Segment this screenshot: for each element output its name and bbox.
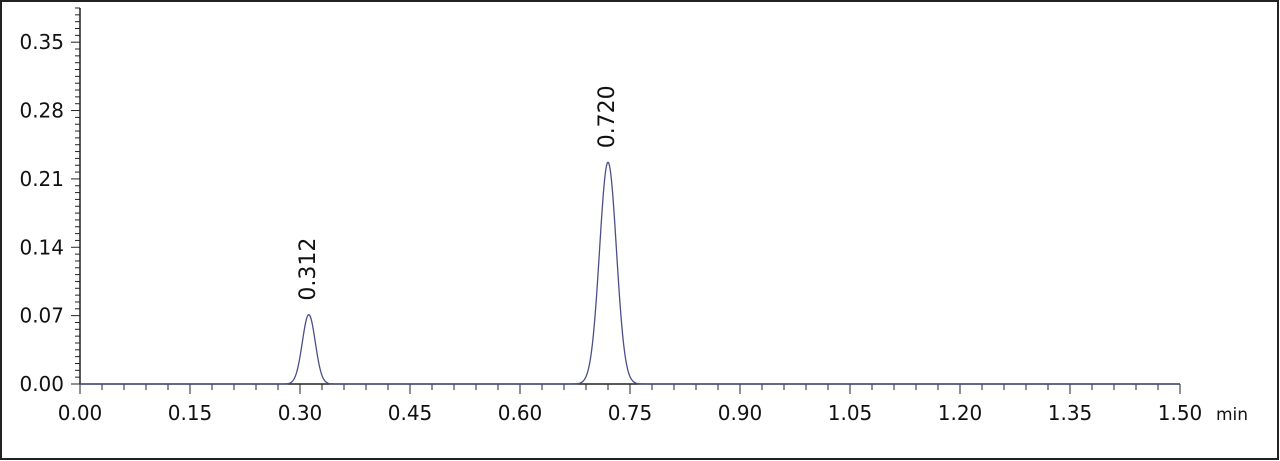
x-tick-label: 1.20 — [938, 401, 983, 425]
y-tick-label: 0.21 — [19, 167, 64, 191]
y-tick-label: 0.35 — [19, 30, 64, 54]
x-tick-label: 1.50 — [1158, 401, 1203, 425]
x-tick-label: 1.05 — [828, 401, 873, 425]
x-tick-label: 0.15 — [168, 401, 213, 425]
peak-label: 0.720 — [595, 85, 620, 148]
plot-area — [80, 161, 1180, 385]
peak-label: 0.312 — [296, 238, 321, 301]
x-tick-label: 0.45 — [388, 401, 433, 425]
x-tick-label: 0.90 — [718, 401, 763, 425]
x-tick-label: 0.75 — [608, 401, 653, 425]
y-tick-label: 0.07 — [19, 304, 64, 328]
x-tick-label: 1.35 — [1048, 401, 1093, 425]
axes: 0.00 0.07 0.14 0.21 0.28 0.35 0.00 0.15 0.30 0.45… — [19, 7, 1248, 425]
y-tick-label: 0.00 — [19, 372, 64, 396]
x-axis-unit: min — [1216, 405, 1248, 425]
y-tick-label: 0.28 — [19, 99, 64, 123]
peak-labels: 0.312 0.720 — [296, 85, 620, 300]
chromatogram-trace — [80, 161, 1180, 385]
y-tick-label: 0.14 — [19, 235, 64, 259]
x-tick-label: 0.00 — [58, 401, 103, 425]
x-tick-label: 0.30 — [278, 401, 323, 425]
x-tick-label: 0.60 — [498, 401, 543, 425]
